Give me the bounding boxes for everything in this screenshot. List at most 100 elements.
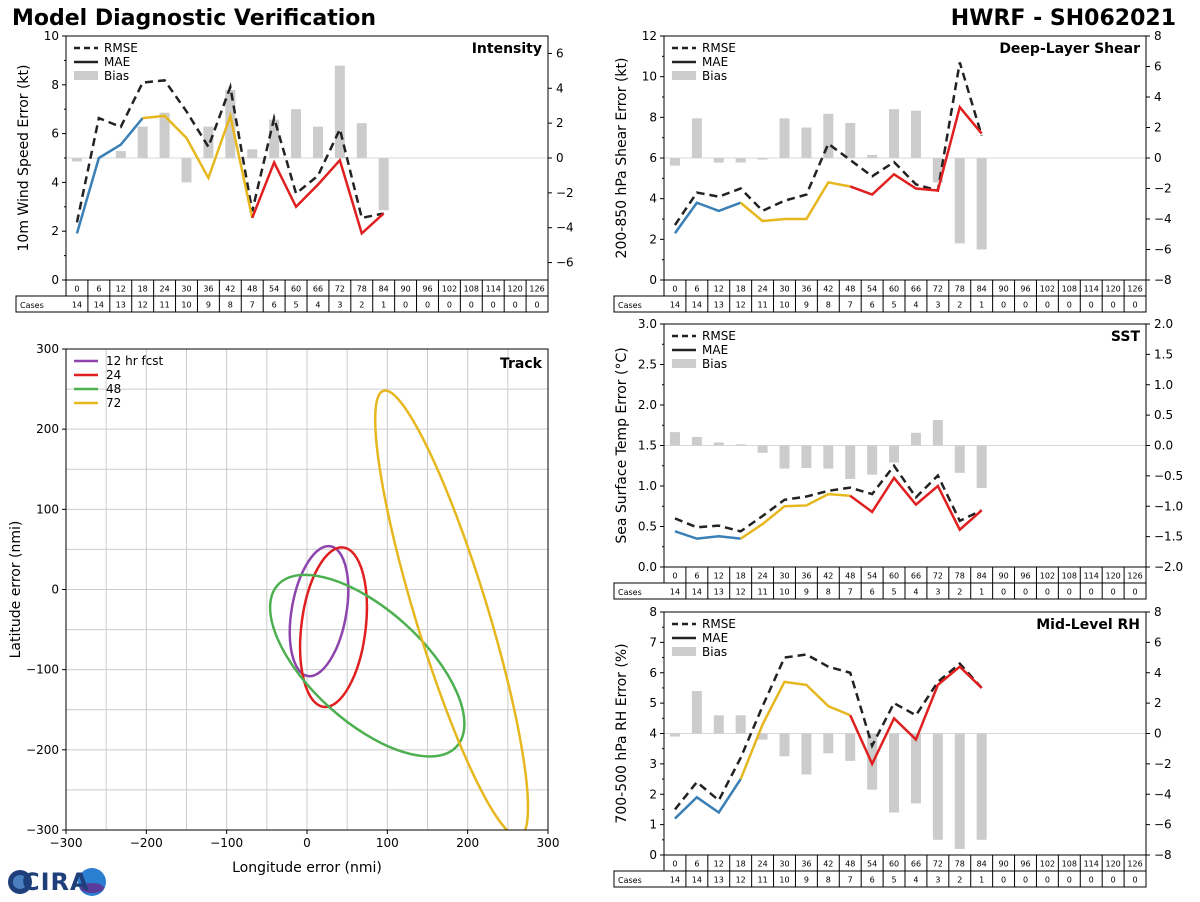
logo-text: CIRA xyxy=(22,868,90,896)
bias-bar xyxy=(910,110,921,158)
cases-hour: 12 xyxy=(714,285,724,294)
bias-bar xyxy=(954,733,965,849)
cases-count: 14 xyxy=(670,301,680,310)
y-tick-label: 1.5 xyxy=(638,439,657,453)
bias-bar xyxy=(691,436,702,446)
cases-count: 9 xyxy=(206,301,211,310)
cases-count: 12 xyxy=(736,876,746,885)
bias-bar xyxy=(932,158,943,183)
cases-hour: 72 xyxy=(933,860,943,869)
panel-title: Mid-Level RH xyxy=(1036,617,1140,633)
rmse-series-line xyxy=(673,62,983,226)
cases-count: 14 xyxy=(692,301,702,310)
cases-hour: 102 xyxy=(1040,285,1055,294)
cases-hour: 12 xyxy=(714,860,724,869)
y2-tick-label: −2.0 xyxy=(1154,560,1183,574)
bias-bar xyxy=(312,126,323,158)
cases-hour: 6 xyxy=(694,572,699,581)
cases-hour: 60 xyxy=(889,860,899,869)
bias-bar xyxy=(779,118,790,158)
bias-bar xyxy=(247,149,258,158)
cases-count: 4 xyxy=(913,301,918,310)
bias-bar xyxy=(889,109,900,158)
cases-count: 3 xyxy=(935,301,940,310)
x-tick-label: 100 xyxy=(376,836,399,850)
y-tick-label: 0 xyxy=(649,848,657,862)
legend-label: RMSE xyxy=(702,329,736,343)
y2-tick-label: −1.5 xyxy=(1154,530,1183,544)
legend-label: Bias xyxy=(702,69,727,83)
mae-series-line xyxy=(849,475,983,532)
cases-count: 14 xyxy=(670,876,680,885)
bias-bar xyxy=(779,445,790,469)
x-tick-label: 200 xyxy=(456,836,479,850)
cases-count: 0 xyxy=(1023,876,1028,885)
cases-count: 1 xyxy=(381,301,386,310)
chart-intensity: 0 2 4 6 8 10 −6 −4 −2 0 2 4 6 10m Wind Speed Error (k… xyxy=(16,29,574,287)
cases-hour: 48 xyxy=(845,285,855,294)
page-title: Model Diagnostic Verification xyxy=(12,6,377,31)
y-tick-label: 5 xyxy=(649,696,657,710)
cases-count: 9 xyxy=(804,876,809,885)
legend-label: 72 xyxy=(106,396,121,410)
cases-hour: 42 xyxy=(225,285,235,294)
cases-label: Cases xyxy=(618,876,642,885)
cases-hour: 66 xyxy=(911,285,921,294)
y-tick-label: 3 xyxy=(649,757,657,771)
bias-bar xyxy=(845,733,856,761)
cases-hour: 6 xyxy=(694,285,699,294)
cases-hour: 24 xyxy=(757,860,767,869)
track-ellipses xyxy=(268,389,530,830)
bias-bar xyxy=(669,432,680,446)
cases-hour: 108 xyxy=(1062,572,1077,581)
y-tick-label: 4 xyxy=(51,175,59,189)
cases-hour: 90 xyxy=(998,572,1008,581)
cases-hour: 102 xyxy=(1040,860,1055,869)
y-tick-label: 6 xyxy=(649,151,657,165)
y-tick-label: 4 xyxy=(649,727,657,741)
bias-bar xyxy=(181,158,192,183)
cases-count: 9 xyxy=(804,301,809,310)
y-tick-label: 2 xyxy=(51,224,59,238)
bias-bar xyxy=(867,154,878,158)
cases-count: 10 xyxy=(779,876,789,885)
cases-count: 7 xyxy=(848,588,853,597)
y-tick-label: 100 xyxy=(36,502,59,516)
y2-tick-label: 2 xyxy=(1154,696,1162,710)
cases-hour: 0 xyxy=(672,572,677,581)
cases-hour: 42 xyxy=(823,572,833,581)
cases-hour: 108 xyxy=(464,285,479,294)
cases-count: 0 xyxy=(403,301,408,310)
y-tick-label: 1.0 xyxy=(638,479,657,493)
y2-tick-label: −2 xyxy=(556,186,574,200)
bias-bar xyxy=(269,119,280,158)
cases-hour: 18 xyxy=(736,860,746,869)
cases-count: 4 xyxy=(913,876,918,885)
cases-count: 13 xyxy=(714,876,724,885)
cases-count: 0 xyxy=(1045,876,1050,885)
y2-tick-label: 2 xyxy=(556,116,564,130)
cases-hour: 0 xyxy=(672,285,677,294)
bias-bar xyxy=(225,90,236,158)
cases-count: 11 xyxy=(757,588,767,597)
legend-bias-swatch xyxy=(672,71,696,80)
cases-count: 7 xyxy=(848,876,853,885)
cases-count: 13 xyxy=(714,301,724,310)
y-axis-label: Sea Surface Temp Error (°C) xyxy=(614,347,630,543)
cases-count-row xyxy=(613,295,1147,313)
cases-count: 8 xyxy=(826,301,831,310)
cases-count: 11 xyxy=(757,876,767,885)
cases-hour: 84 xyxy=(379,285,389,294)
y2-tick-label: −0.5 xyxy=(1154,469,1183,483)
bias-bar xyxy=(801,445,812,468)
y-tick-label: 1 xyxy=(649,818,657,832)
cases-count: 0 xyxy=(1023,588,1028,597)
cases-count: 1 xyxy=(979,876,984,885)
cases-count: 0 xyxy=(1001,301,1006,310)
y-tick-label: 10 xyxy=(44,29,59,43)
cases-hour: 114 xyxy=(1084,860,1099,869)
y2-tick-label: −4 xyxy=(556,221,574,235)
y2-tick-label: 2.0 xyxy=(1154,317,1173,331)
cases-count: 12 xyxy=(736,588,746,597)
cases-count: 0 xyxy=(447,301,452,310)
